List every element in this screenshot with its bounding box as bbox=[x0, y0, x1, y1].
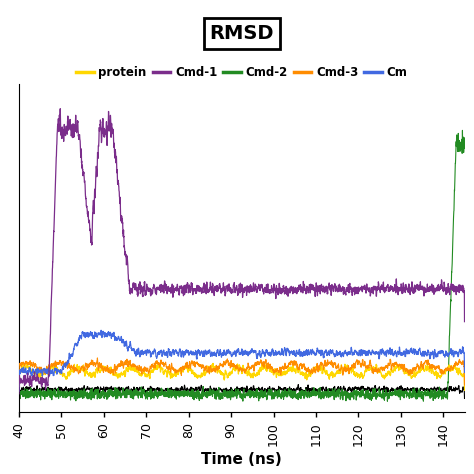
Text: RMSD: RMSD bbox=[210, 24, 274, 43]
Legend: protein, Cmd-1, Cmd-2, Cmd-3, Cm: protein, Cmd-1, Cmd-2, Cmd-3, Cm bbox=[71, 62, 412, 84]
X-axis label: Time (ns): Time (ns) bbox=[201, 452, 282, 466]
